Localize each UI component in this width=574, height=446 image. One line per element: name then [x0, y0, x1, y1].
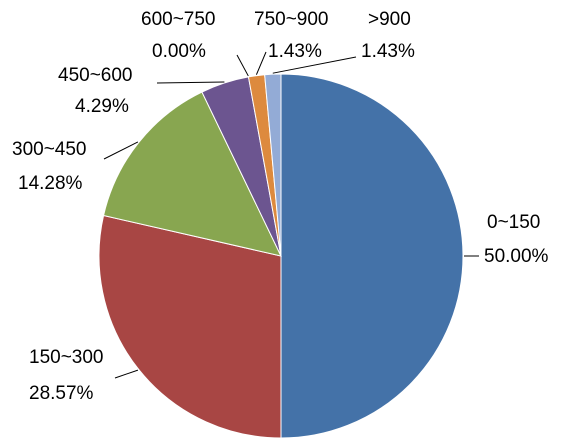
leader-line: [156, 81, 225, 84]
pie-slice-150-300: [98, 214, 282, 439]
leader-line: [103, 141, 139, 160]
slice-percent-label: 1.43%: [268, 41, 322, 62]
slice-percent-label: 28.57%: [29, 383, 94, 404]
slice-percent-label: 50.00%: [484, 246, 549, 267]
slice-category-label: 450~600: [58, 65, 133, 86]
slice-category-label: 0~150: [487, 212, 540, 233]
pie-slice-300-450: [102, 91, 282, 257]
pie-slices: [98, 73, 464, 439]
slice-percent-label: 0.00%: [152, 41, 206, 62]
slice-category-label: 600~750: [141, 9, 216, 30]
slice-category-label: 300~450: [12, 139, 87, 160]
leader-line: [114, 369, 139, 379]
pie-slice-0-150: [280, 73, 464, 439]
slice-category-label: >900: [368, 9, 411, 30]
slice-percent-label: 4.29%: [75, 96, 129, 117]
leader-lines: [103, 51, 479, 379]
leader-line: [272, 56, 357, 74]
slice-percent-label: 14.28%: [18, 173, 83, 194]
pie-slice-900: [264, 73, 282, 257]
leader-line: [255, 51, 267, 75]
leader-line: [236, 54, 249, 77]
slice-percent-label: 1.43%: [361, 41, 415, 62]
slice-category-label: 750~900: [254, 9, 329, 30]
slice-category-label: 150~300: [29, 347, 104, 368]
